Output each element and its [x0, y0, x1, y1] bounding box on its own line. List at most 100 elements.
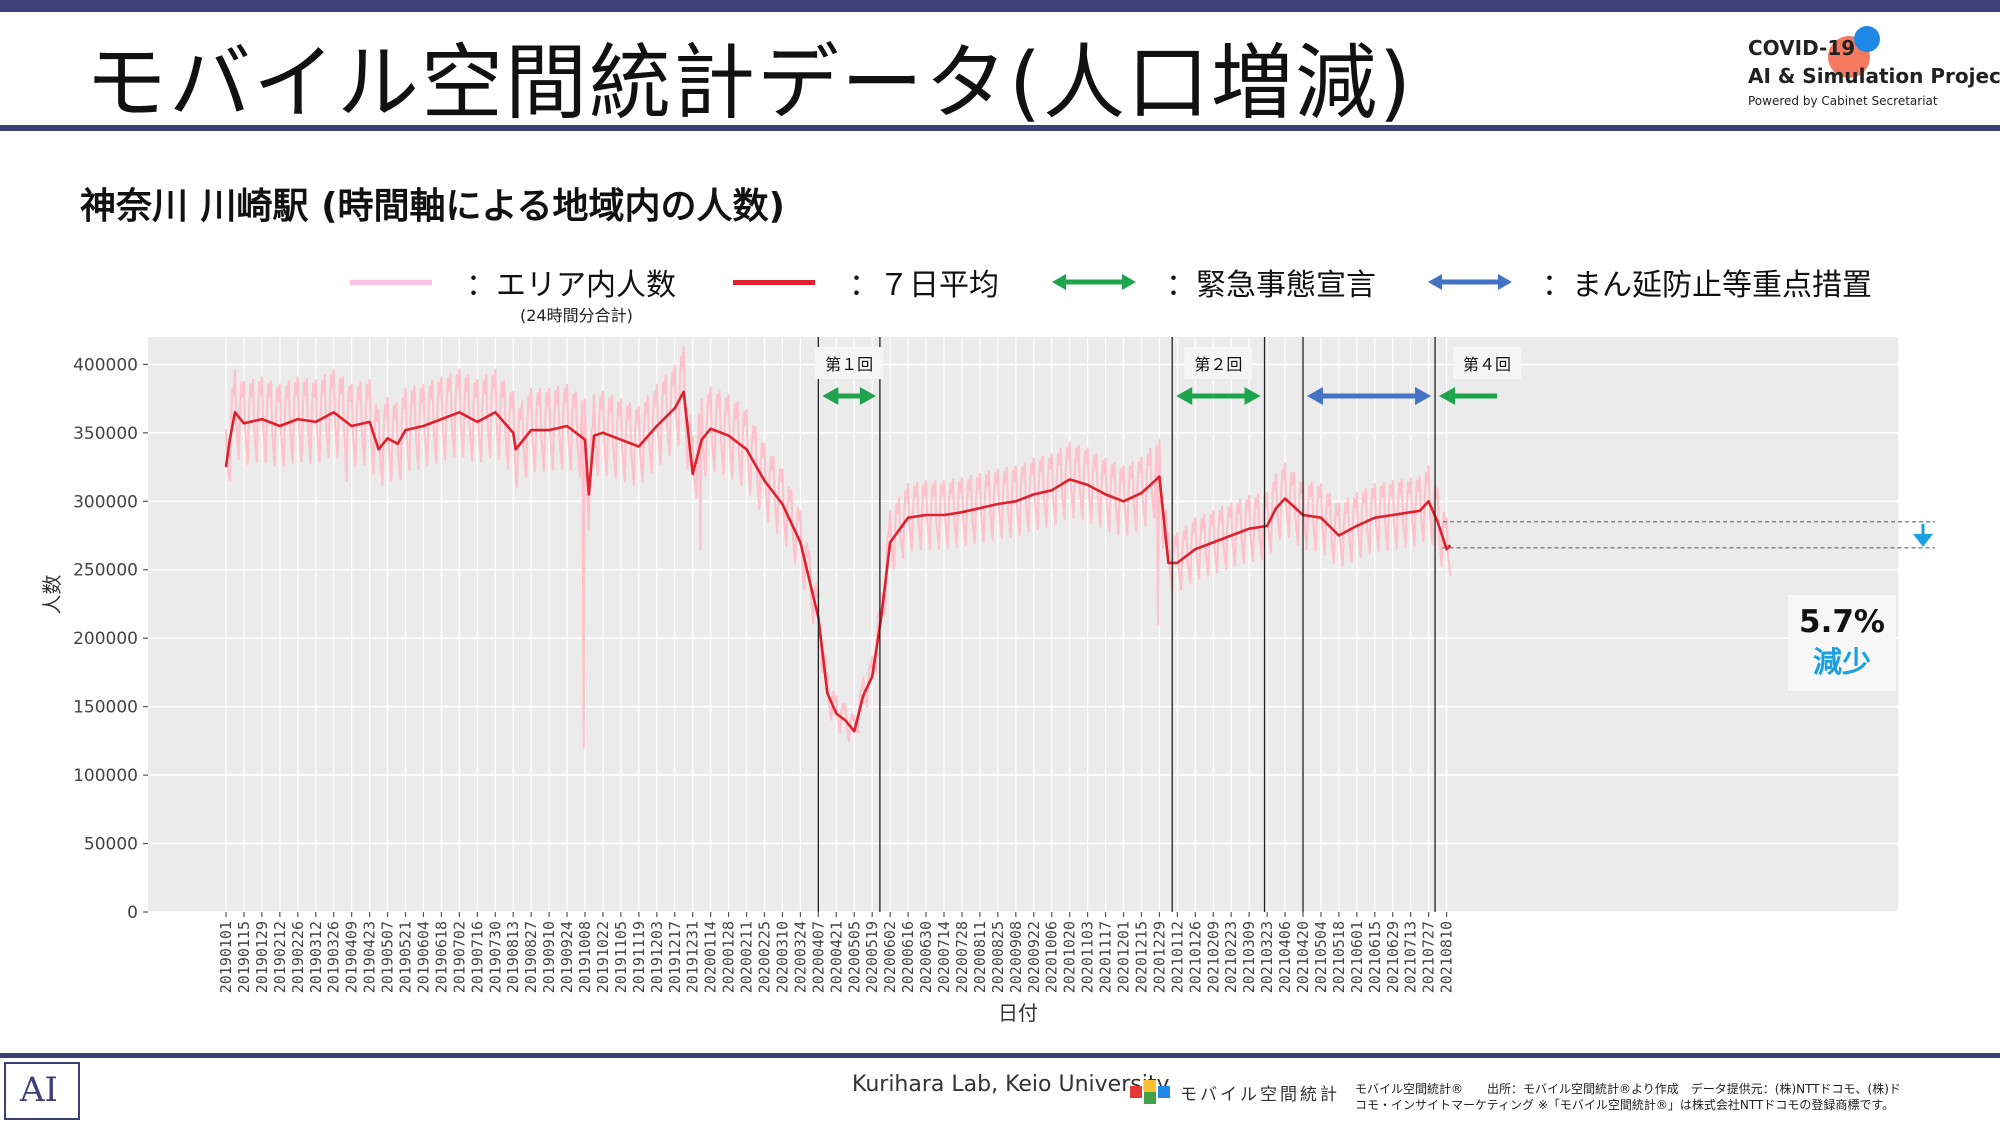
x-tick-label: 20210406 [1276, 921, 1294, 993]
x-tick-label: 20210209 [1204, 921, 1222, 993]
chart-subtitle: 神奈川 川崎駅 (時間軸による地域内の人数) [80, 186, 785, 227]
quasi-arrow-head-right [1415, 387, 1432, 405]
x-tick-label: 20201215 [1132, 921, 1150, 993]
x-tick-label: 20190507 [379, 921, 397, 993]
x-tick-label: 20200908 [1007, 921, 1025, 993]
quasi-arrow-head-left [1307, 387, 1323, 405]
x-tick-label: 20191203 [648, 921, 666, 993]
x-tick-label: 20200128 [720, 921, 738, 993]
change-direction: 減少 [1813, 645, 1871, 679]
legend-swatch-avg [733, 279, 815, 285]
x-tick-label: 20200324 [791, 921, 809, 993]
x-tick-label: 20210601 [1348, 921, 1366, 993]
decrease-arrow-head-icon [1913, 533, 1933, 547]
x-tick-label: 20210629 [1384, 921, 1402, 993]
period2-arrow-head-right [1244, 387, 1261, 405]
x-tick-label: 20200225 [756, 921, 774, 993]
x-tick-label: 20191217 [666, 921, 684, 993]
population-line-chart: 第１回 第２回 第４回 0 50000 100000 150000 200000 250000 3… [40, 337, 1935, 1025]
mobile-stats-cubes-icon [1130, 1080, 1170, 1104]
logo-blue-circle [1854, 26, 1880, 52]
slide-title: モバイル空間統計データ(人口増減) [85, 36, 1413, 131]
x-tick-label: 20200519 [863, 921, 881, 993]
x-tick-label: 20190101 [217, 921, 235, 993]
x-tick-label: 20190924 [558, 921, 576, 993]
header-rule [0, 125, 2000, 131]
x-tick-label: 20200811 [971, 921, 989, 993]
x-tick-label: 20191231 [684, 921, 702, 993]
x-tick-label: 20201006 [1043, 921, 1061, 993]
logo-line3: Powered by Cabinet Secretariat [1748, 94, 1938, 108]
x-tick-label: 20201020 [1061, 921, 1079, 993]
footer-credit: Kurihara Lab, Keio University [852, 1072, 1170, 1097]
logo-line1: COVID-19 [1748, 36, 1856, 60]
x-tick-label: 20200922 [1025, 921, 1043, 993]
x-tick-label: 20190226 [289, 921, 307, 993]
legend-double-arrow-green-icon [1052, 274, 1136, 290]
x-tick-label: 20190813 [504, 921, 522, 993]
x-tick-label: 20191119 [630, 921, 648, 993]
x-tick-label: 20201229 [1150, 921, 1168, 993]
footer-source-line2: コモ・インサイトマーケティング ※「モバイル空間統計®」は株式会社NTTドコモの… [1355, 1098, 1895, 1112]
y-tick-label: 0 [127, 903, 138, 923]
period4-label-box [1453, 347, 1522, 379]
y-axis-title: 人数 [40, 575, 64, 615]
y-tick-label: 100000 [73, 766, 138, 786]
y-tick-label: 400000 [73, 355, 138, 375]
x-tick-label: 20190604 [414, 921, 432, 993]
x-tick-label: 20200602 [881, 921, 899, 993]
period2-arrow-head-left [1176, 387, 1193, 405]
x-tick-label: 20190423 [361, 921, 379, 993]
x-tick-label: 20200310 [773, 921, 791, 993]
x-tick-label: 20190326 [325, 921, 343, 993]
legend-label-quasi: ：まん延防止等重点措置 [1542, 268, 1872, 303]
x-tick-label: 20191008 [576, 921, 594, 993]
x-tick-label: 20210126 [1186, 921, 1204, 993]
x-tick-label: 20200825 [989, 921, 1007, 993]
legend-quasi-emergency: ：まん延防止等重点措置 [1428, 260, 1872, 304]
x-tick-label: 20210504 [1312, 921, 1330, 993]
project-logo: COVID-19 AI & Simulation Project Powered… [1748, 22, 2000, 117]
footer-rule [0, 1053, 2000, 1058]
keio-logo: AI [4, 1062, 80, 1120]
x-tick-label: 20190521 [397, 921, 415, 993]
period4-arrow-head-left [1439, 387, 1456, 405]
legend-label-emergency: ：緊急事態宣言 [1166, 268, 1376, 303]
legend-note-24h: (24時間分合計) [520, 306, 633, 325]
x-tick-label: 20200407 [809, 921, 827, 993]
period1-label: 第１回 [825, 355, 873, 374]
x-tick-label: 20191022 [594, 921, 612, 993]
legend-label-raw: ：エリア内人数 [466, 268, 676, 303]
x-tick-label: 20200114 [702, 921, 720, 993]
period1-label-box [815, 347, 884, 379]
x-tick-label: 20190910 [540, 921, 558, 993]
footer-app-name: モバイル空間統計 [1180, 1085, 1340, 1105]
y-tick-label: 350000 [73, 424, 138, 444]
period2-label: 第２回 [1194, 355, 1242, 374]
x-tick-label: 20190312 [307, 921, 325, 993]
x-tick-label: 20210223 [1222, 921, 1240, 993]
y-tick-label: 300000 [73, 492, 138, 512]
series-area-population-line [224, 346, 1452, 749]
y-tick-label: 150000 [73, 698, 138, 718]
x-tick-label: 20201117 [1097, 921, 1115, 993]
x-tick-label: 20200630 [917, 921, 935, 993]
x-tick-label: 20190618 [432, 921, 450, 993]
x-tick-label: 20210323 [1258, 921, 1276, 993]
period4-label: 第４回 [1463, 355, 1511, 374]
x-tick-label: 20200211 [738, 921, 756, 993]
x-tick-label: 20210518 [1330, 921, 1348, 993]
legend-emergency: ：緊急事態宣言 [1052, 260, 1376, 304]
legend-label-avg: ：７日平均 [849, 268, 999, 303]
x-tick-label: 20210112 [1168, 921, 1186, 993]
change-callout-box [1788, 595, 1896, 691]
x-tick-label: 20190115 [235, 921, 253, 993]
change-percent: 5.7% [1799, 604, 1885, 640]
logo-line2: AI & Simulation Project [1748, 64, 2000, 88]
legend-seven-day-avg: ：７日平均 [733, 260, 999, 304]
x-tick-label: 20210727 [1420, 921, 1438, 993]
x-tick-label: 20210810 [1438, 921, 1456, 993]
x-tick-label: 20210615 [1366, 921, 1384, 993]
x-tick-label: 20190212 [271, 921, 289, 993]
y-tick-label: 50000 [84, 835, 138, 855]
